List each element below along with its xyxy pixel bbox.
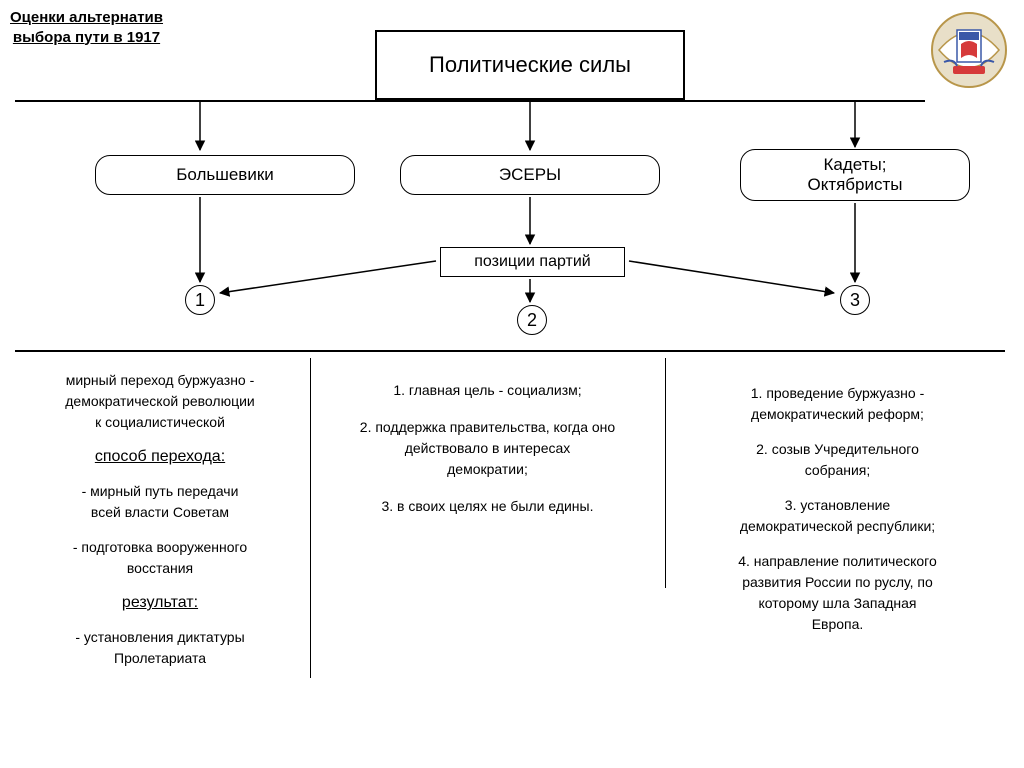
positions-label: позиции партий (474, 253, 590, 271)
circle-num: 3 (850, 290, 860, 311)
col-item: 4. направление политическогоразвития Рос… (680, 551, 995, 635)
main-title-text: Политические силы (429, 52, 631, 78)
column-bolsheviks: мирный переход буржуазно -демократическо… (25, 370, 295, 669)
col-item: 3. установлениедемократической республик… (680, 495, 995, 537)
col-item: 3. в своих целях не были едины. (325, 496, 650, 517)
col-heading: результат: (25, 591, 295, 615)
divider-mid (15, 350, 1005, 352)
logo-svg (929, 10, 1009, 90)
divider-top (15, 100, 925, 102)
party-label: Большевики (176, 165, 274, 185)
main-title-box: Политические силы (375, 30, 685, 100)
circle-num: 1 (195, 290, 205, 311)
party-box-esers: ЭСЕРЫ (400, 155, 660, 195)
col-item: 2. поддержка правительства, когда онодей… (325, 417, 650, 480)
arrow-6 (220, 261, 436, 293)
circle-3: 3 (840, 285, 870, 315)
arrow-7 (629, 261, 834, 293)
corner-title-text: Оценки альтернативвыбора пути в 1917 (10, 9, 163, 46)
col-item: 2. созыв Учредительногособрания; (680, 439, 995, 481)
separator-2 (665, 358, 666, 588)
col-item: 1. главная цель - социализм; (325, 380, 650, 401)
corner-title: Оценки альтернативвыбора пути в 1917 (10, 8, 163, 47)
col-item: - установления диктатурыПролетариата (25, 627, 295, 669)
party-label: Кадеты;Октябристы (807, 155, 902, 196)
col-heading: способ перехода: (25, 445, 295, 469)
separator-1 (310, 358, 311, 678)
circle-num: 2 (527, 310, 537, 331)
col-intro: мирный переход буржуазно -демократическо… (25, 370, 295, 433)
circle-1: 1 (185, 285, 215, 315)
party-box-kadets: Кадеты;Октябристы (740, 149, 970, 201)
positions-box: позиции партий (440, 247, 625, 277)
column-esers: 1. главная цель - социализм; 2. поддержк… (325, 380, 650, 517)
col-item: - мирный путь передачивсей власти Совета… (25, 481, 295, 523)
col-item: 1. проведение буржуазно -демократический… (680, 383, 995, 425)
party-box-bolsheviks: Большевики (95, 155, 355, 195)
column-kadets: 1. проведение буржуазно -демократический… (680, 383, 995, 635)
col-item: - подготовка вооруженноговосстания (25, 537, 295, 579)
party-label: ЭСЕРЫ (499, 165, 561, 185)
circle-2: 2 (517, 305, 547, 335)
logo-emblem (929, 10, 1009, 90)
